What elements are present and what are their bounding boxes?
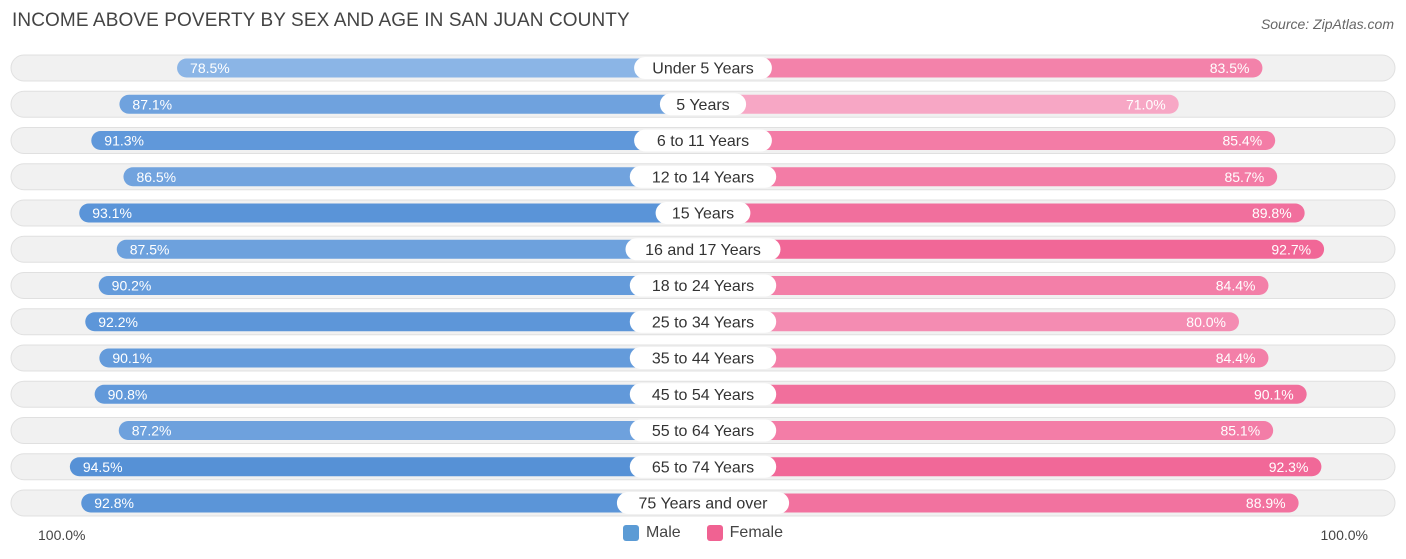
category-label-background (634, 57, 772, 79)
legend-label-female: Female (729, 524, 784, 541)
female-value-label: 89.8% (1252, 205, 1292, 221)
male-bar (79, 203, 704, 223)
female-value-label: 90.1% (1254, 386, 1294, 402)
female-bar (703, 131, 1276, 150)
female-value-label: 85.4% (1222, 133, 1262, 149)
male-bar (81, 493, 704, 513)
category-label: 12 to 14 Years (652, 169, 754, 186)
female-value-label: 71.0% (1126, 96, 1166, 112)
male-value-label: 90.8% (108, 386, 148, 402)
male-bar (123, 167, 703, 187)
male-bar (118, 421, 703, 440)
category-label-background (634, 129, 772, 152)
male-value-label: 91.3% (104, 133, 144, 149)
female-bar (703, 312, 1239, 332)
category-label-background (629, 310, 777, 333)
chart-plot: 78.5% 83.5% Under 5 Years 87.1% 71.0% 5 Years… (10, 54, 1396, 517)
legend-item-female[interactable]: Female (706, 524, 784, 542)
legend-label-male: Male (645, 524, 681, 541)
female-bar (703, 167, 1278, 187)
category-label-background (629, 455, 777, 478)
legend: Male Female (0, 524, 1406, 542)
female-value-label: 92.7% (1271, 241, 1311, 257)
axis-left-label: 100.0% (38, 527, 86, 543)
category-label-background (655, 202, 751, 224)
category-label-background (629, 165, 777, 188)
category-label: 25 to 34 Years (652, 314, 754, 331)
category-label: 65 to 74 Years (652, 459, 754, 476)
male-value-label: 78.5% (190, 60, 230, 76)
category-label-background (629, 419, 777, 442)
female-bar (703, 203, 1305, 223)
category-label-background (625, 238, 781, 261)
male-bar (91, 131, 704, 150)
male-value-label: 93.1% (92, 205, 132, 221)
legend-swatch-male (622, 525, 639, 541)
female-value-label: 88.9% (1246, 495, 1286, 511)
male-value-label: 92.8% (94, 495, 134, 511)
female-bar (703, 276, 1269, 295)
category-label: 55 to 64 Years (652, 423, 754, 440)
category-label-background (629, 383, 777, 406)
male-value-label: 87.2% (132, 423, 172, 439)
category-label: 6 to 11 Years (657, 133, 749, 150)
category-label: 75 Years and over (639, 496, 769, 513)
male-bar (69, 457, 704, 477)
category-label-background (629, 347, 777, 369)
male-bar (116, 239, 703, 259)
category-label-background (629, 274, 777, 297)
chart-source: Source: ZipAtlas.com (1260, 16, 1394, 32)
female-value-label: 84.4% (1216, 350, 1256, 366)
male-bar (177, 58, 704, 78)
male-value-label: 90.2% (112, 278, 152, 294)
male-bar (98, 276, 703, 295)
female-bar (703, 457, 1322, 477)
female-bar (703, 239, 1325, 259)
female-value-label: 85.7% (1224, 169, 1264, 185)
chart-title: INCOME ABOVE POVERTY BY SEX AND AGE IN S… (12, 10, 630, 31)
female-bar (703, 493, 1299, 513)
female-value-label: 92.3% (1269, 459, 1309, 475)
female-value-label: 84.4% (1216, 278, 1256, 294)
female-bar (703, 348, 1269, 368)
male-value-label: 86.5% (136, 169, 176, 185)
male-bar (94, 384, 703, 404)
female-value-label: 83.5% (1210, 60, 1250, 76)
male-bar (119, 94, 704, 114)
category-label: 16 and 17 Years (645, 242, 761, 259)
male-value-label: 90.1% (112, 350, 152, 366)
female-bar (703, 384, 1307, 404)
male-value-label: 94.5% (83, 459, 123, 475)
female-value-label: 80.0% (1186, 314, 1226, 330)
category-label: Under 5 Years (652, 61, 753, 78)
male-bar (99, 348, 703, 368)
female-bar (703, 421, 1274, 440)
legend-item-male[interactable]: Male (622, 524, 681, 542)
category-label: 5 Years (676, 97, 729, 114)
axis-right-label: 100.0% (1320, 527, 1368, 543)
category-label: 35 to 44 Years (652, 351, 754, 368)
category-label-background (616, 492, 790, 514)
category-label: 18 to 24 Years (652, 278, 754, 295)
female-bar (703, 94, 1179, 114)
male-bar (85, 312, 703, 332)
male-value-label: 87.5% (130, 241, 170, 257)
category-label-background (659, 93, 747, 116)
female-value-label: 85.1% (1220, 423, 1260, 439)
category-label: 15 Years (672, 206, 734, 223)
male-value-label: 87.1% (132, 96, 172, 112)
male-value-label: 92.2% (98, 314, 138, 330)
female-bar (703, 58, 1263, 78)
legend-swatch-female (706, 525, 723, 541)
category-label: 45 to 54 Years (652, 387, 754, 404)
